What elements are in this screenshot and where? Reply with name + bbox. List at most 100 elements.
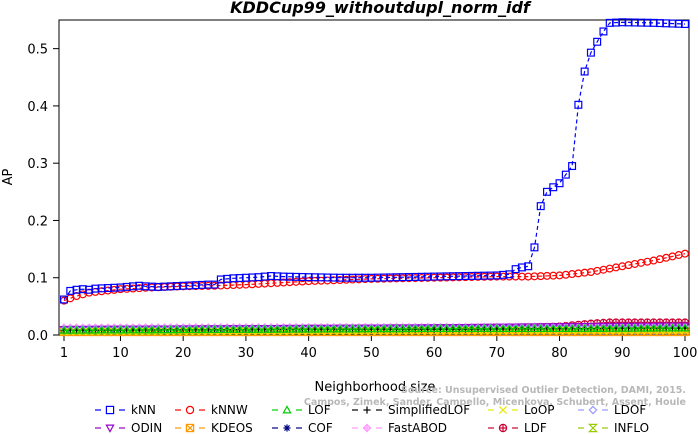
data-point [568, 162, 577, 171]
legend-item-kdeos: KDEOS [175, 421, 253, 434]
legend-label: LoOP [524, 403, 555, 417]
data-point [373, 324, 383, 333]
legend-label: LDOF [614, 403, 646, 417]
data-point [166, 325, 176, 334]
data-point [59, 295, 68, 304]
data-point [574, 100, 583, 109]
legend-label: KDEOS [211, 421, 253, 434]
data-point [617, 323, 627, 332]
data-point [392, 324, 401, 333]
legend-item-ldf: LDF [488, 421, 547, 434]
data-point [254, 324, 263, 333]
data-point [655, 323, 665, 332]
data-point [323, 324, 332, 333]
data-point [360, 324, 370, 333]
data-point [379, 324, 389, 333]
series-line [63, 327, 686, 331]
data-point [498, 324, 508, 333]
data-point [116, 325, 125, 334]
data-point [524, 262, 533, 271]
y-axis-label: AP [1, 168, 16, 185]
data-point [410, 324, 420, 333]
data-point [228, 324, 238, 333]
data-point [599, 27, 608, 36]
data-point [593, 37, 602, 46]
data-point [555, 179, 564, 188]
legend: kNN kNNW LOF SimplifiedLOF LoOP LDOF ODIN KDEOS… [95, 403, 649, 434]
legend-item-odin: ODIN [95, 421, 162, 434]
legend-label: ODIN [131, 421, 162, 434]
data-point [517, 324, 527, 333]
data-point [530, 243, 539, 252]
data-point [561, 170, 570, 179]
series-line [63, 21, 686, 300]
data-point [429, 324, 439, 333]
watermark-line: Source: Unsupervised Outlier Detection, … [401, 385, 686, 396]
data-point [134, 325, 144, 334]
data-point [611, 323, 621, 332]
data-point [668, 323, 677, 332]
x-tick-label: 100 [673, 346, 698, 361]
legend-marker [498, 405, 508, 415]
data-point [492, 324, 502, 333]
data-point [542, 187, 551, 196]
data-point [680, 249, 689, 258]
data-point [272, 324, 282, 333]
data-point [542, 324, 552, 333]
data-point [191, 325, 201, 334]
data-point [624, 323, 633, 332]
data-point [536, 324, 546, 333]
x-tick-label: 40 [300, 346, 317, 361]
plot-frame [58, 19, 690, 336]
data-point [222, 325, 232, 333]
x-tick-label: 80 [551, 346, 568, 361]
data-point [599, 323, 608, 332]
data-point [329, 324, 339, 333]
data-point [385, 324, 395, 333]
data-point [291, 324, 301, 333]
data-point [586, 48, 595, 57]
data-point [479, 324, 489, 333]
data-point [348, 324, 357, 333]
legend-marker [105, 405, 115, 415]
data-point [84, 325, 94, 334]
data-point [122, 325, 132, 334]
legend-label: SimplifiedLOF [388, 403, 470, 417]
data-point [423, 324, 433, 333]
data-point [141, 325, 150, 334]
legend-label: kNNW [211, 403, 248, 417]
data-point [504, 324, 514, 333]
data-point [90, 325, 100, 334]
legend-item-ldof: LDOF [578, 403, 646, 417]
data-point [210, 325, 219, 334]
legend-item-knn: kNN [95, 403, 156, 417]
legend-marker [498, 423, 508, 433]
legend-marker [105, 424, 115, 433]
chart-title: KDDCup99_withoutdupl_norm_idf [230, 0, 532, 17]
data-point [505, 270, 514, 279]
legend-item-cof: COF [272, 421, 333, 434]
data-point [549, 183, 558, 192]
data-point [172, 325, 182, 334]
x-tick-label: 70 [489, 346, 506, 361]
legend-label: kNN [131, 403, 156, 417]
legend-marker [588, 405, 598, 415]
legend-item-simplifiedlof: SimplifiedLOF [352, 403, 470, 417]
legend-label: FastABOD [388, 421, 447, 434]
y-tick-label: 0.1 [27, 272, 48, 287]
data-point [97, 325, 107, 334]
y-tick-label: 0.3 [27, 157, 48, 172]
data-point [649, 323, 659, 332]
data-point [473, 324, 483, 333]
data-point [341, 324, 351, 333]
x-tick-label: 90 [614, 346, 631, 361]
data-point [511, 324, 521, 333]
watermark: Source: Unsupervised Outlier Detection, … [304, 385, 686, 408]
data-point [661, 323, 671, 332]
axes: 1 10 20 30 40 50 60 70 80 90 100 0.0 0.1 0.2 0.3 0.4 0.5 [27, 43, 697, 361]
data-point [72, 325, 81, 334]
data-point [467, 324, 477, 333]
legend-label: COF [308, 421, 333, 434]
data-point [285, 324, 295, 333]
